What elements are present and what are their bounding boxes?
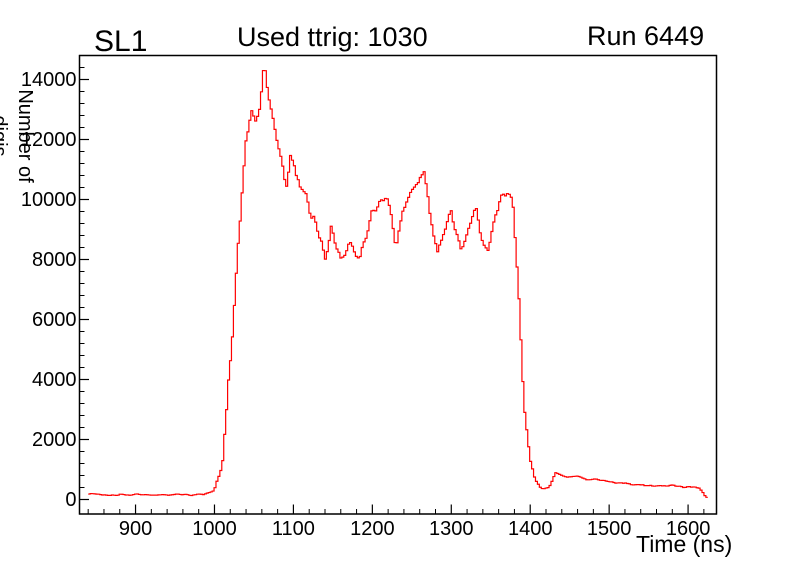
- svg-text:6000: 6000: [32, 309, 77, 331]
- svg-text:1100: 1100: [272, 518, 315, 540]
- svg-text:1300: 1300: [429, 518, 474, 540]
- svg-text:1500: 1500: [587, 518, 632, 540]
- svg-text:900: 900: [119, 518, 152, 540]
- svg-text:2000: 2000: [32, 429, 77, 451]
- svg-text:1200: 1200: [350, 518, 395, 540]
- svg-text:0: 0: [65, 489, 76, 511]
- svg-text:4000: 4000: [32, 369, 77, 391]
- svg-text:1000: 1000: [192, 518, 237, 540]
- svg-text:8000: 8000: [32, 249, 77, 271]
- svg-text:1400: 1400: [508, 518, 553, 540]
